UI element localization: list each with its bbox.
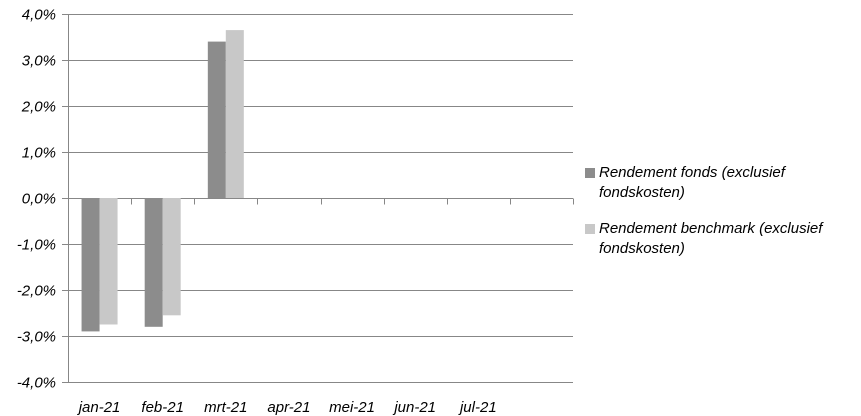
legend: Rendement fonds (exclusief fondskosten)Re… xyxy=(585,164,824,257)
y-tick-label: -3,0% xyxy=(17,329,56,346)
y-tick-label: 1,0% xyxy=(22,145,56,162)
legend-swatch xyxy=(585,168,595,178)
x-tick-label: mei-21 xyxy=(329,399,375,416)
y-tick-label: -4,0% xyxy=(17,375,56,392)
legend-label-line: Rendement fonds (exclusief xyxy=(599,164,787,181)
y-axis-ticks: 4,0% 3,0% 2,0% 1,0% 0,0% -1,0% -2,0% -3,0% -4,0% xyxy=(17,7,56,392)
gridlines xyxy=(62,14,573,383)
bars xyxy=(81,30,244,332)
x-tick-label: mrt-21 xyxy=(204,399,247,416)
legend-label: Rendement fonds (exclusief fondskosten) xyxy=(599,164,787,201)
y-tick-label: 3,0% xyxy=(22,53,56,70)
legend-swatch xyxy=(585,224,595,234)
bar-benchmark xyxy=(99,198,118,325)
y-tick-label: -2,0% xyxy=(17,283,56,300)
x-tick-label: apr-21 xyxy=(267,399,310,416)
x-axis xyxy=(68,198,574,205)
legend-label-line: Rendement benchmark (exclusief xyxy=(599,220,824,237)
x-tick-label: feb-21 xyxy=(141,399,184,416)
x-tick-label: jan-21 xyxy=(77,399,121,416)
y-tick-label: 4,0% xyxy=(22,7,56,24)
y-tick-label: 2,0% xyxy=(21,99,56,116)
y-tick-label: 0,0% xyxy=(22,191,56,208)
legend-label: Rendement benchmark (exclusief fondskoste… xyxy=(599,220,824,257)
bar-fonds xyxy=(81,198,100,332)
bar-benchmark xyxy=(162,198,181,316)
x-axis-ticks: jan-21 feb-21 mrt-21 apr-21 mei-21 jun-21 jul-… xyxy=(77,399,497,416)
x-tick-label: jun-21 xyxy=(392,399,436,416)
bar-fonds xyxy=(144,198,163,327)
bar-benchmark xyxy=(225,30,244,198)
legend-label-line: fondskosten) xyxy=(599,240,685,257)
legend-label-line: fondskosten) xyxy=(599,184,685,201)
bar-fonds xyxy=(207,41,226,198)
x-tick-label: jul-21 xyxy=(458,399,497,416)
y-tick-label: -1,0% xyxy=(17,237,56,254)
